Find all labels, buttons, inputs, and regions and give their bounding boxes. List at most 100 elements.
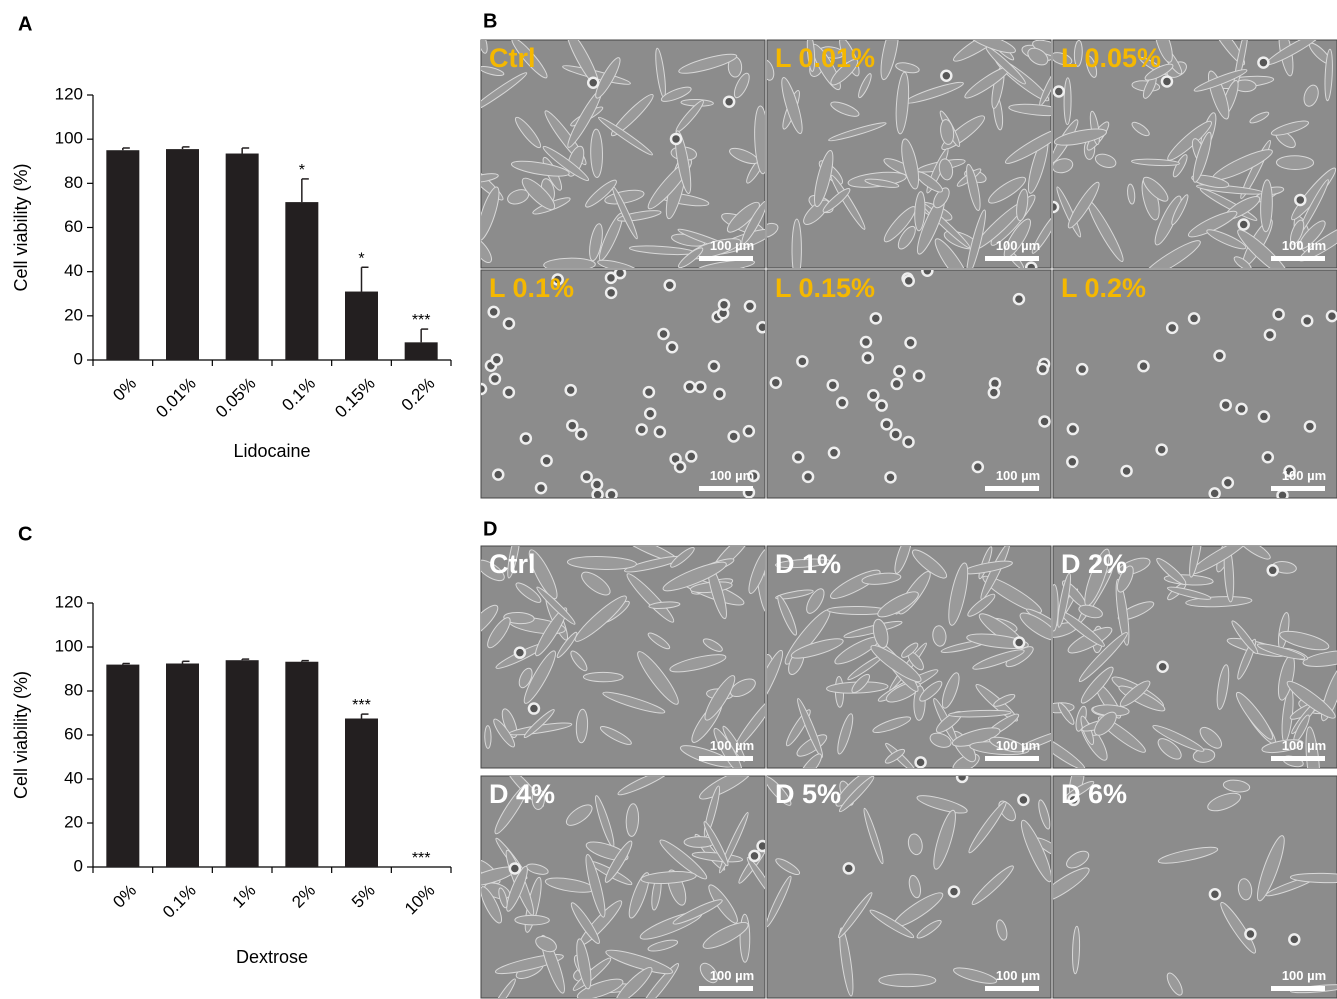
y-tick-label: 40 — [64, 768, 83, 787]
round-cell — [904, 276, 914, 286]
round-cell — [1223, 478, 1233, 488]
x-tick-label: 10% — [401, 881, 438, 918]
round-cell — [1259, 412, 1269, 422]
y-tick-label: 40 — [64, 261, 83, 280]
round-cell — [671, 134, 681, 144]
round-cell — [1138, 361, 1148, 371]
scale-bar-label: 100 µm — [996, 238, 1040, 253]
round-cell — [877, 401, 887, 411]
round-cell — [667, 342, 677, 352]
panel-label: B — [483, 10, 497, 32]
round-cell — [709, 361, 719, 371]
scale-bar — [699, 256, 753, 261]
micrograph-panel: BCtrl100 µmL 0.01%100 µmL 0.05%100 µmL 0… — [457, 10, 1337, 500]
round-cell — [510, 863, 520, 873]
bar — [226, 660, 259, 867]
round-cell — [490, 374, 500, 384]
bar — [106, 150, 139, 360]
bar — [226, 154, 259, 360]
x-tick-label: 0% — [109, 374, 140, 405]
round-cell — [1305, 421, 1315, 431]
round-cell — [1157, 445, 1167, 455]
scale-bar — [985, 256, 1039, 261]
round-cell — [1295, 195, 1305, 205]
round-cell — [1158, 662, 1168, 672]
round-cell — [1277, 490, 1287, 500]
round-cell — [1014, 638, 1024, 648]
cell — [485, 726, 492, 749]
y-tick-label: 120 — [55, 592, 83, 611]
round-cell — [885, 472, 895, 482]
round-cell — [989, 388, 999, 398]
round-cell — [644, 387, 654, 397]
round-cell — [567, 421, 577, 431]
round-cell — [729, 431, 739, 441]
round-cell — [1289, 934, 1299, 944]
round-cell — [904, 437, 914, 447]
scale-bar-label: 100 µm — [1282, 738, 1326, 753]
round-cell — [489, 307, 499, 317]
round-cell — [724, 97, 734, 107]
round-cell — [1239, 220, 1249, 230]
micrograph-label: D 4% — [489, 779, 555, 809]
scale-bar — [1271, 756, 1325, 761]
micrograph: D 6%100 µm — [1035, 761, 1337, 998]
round-cell — [1210, 889, 1220, 899]
round-cell — [1122, 466, 1132, 476]
micrograph-background — [767, 270, 1051, 498]
micrograph-label: D 1% — [775, 549, 841, 579]
micrograph: L 0.1%100 µm — [476, 268, 767, 500]
cell — [583, 672, 623, 682]
micrograph-label: L 0.05% — [1061, 43, 1161, 73]
round-cell — [744, 426, 754, 436]
bar — [345, 292, 378, 360]
round-cell — [582, 472, 592, 482]
round-cell — [1068, 424, 1078, 434]
scale-bar-label: 100 µm — [996, 468, 1040, 483]
x-tick-label: 0.01% — [152, 374, 200, 422]
scale-bar — [985, 756, 1039, 761]
round-cell — [1237, 404, 1247, 414]
round-cell — [665, 280, 675, 290]
round-cell — [914, 371, 924, 381]
significance-label: * — [299, 162, 305, 179]
round-cell — [892, 379, 902, 389]
round-cell — [871, 313, 881, 323]
round-cell — [906, 338, 916, 348]
round-cell — [949, 887, 959, 897]
figure: A020406080100120Cell viability (%)0%0.01… — [0, 0, 1337, 999]
round-cell — [1210, 488, 1220, 498]
y-axis-label: Cell viability (%) — [11, 163, 31, 291]
y-tick-label: 20 — [64, 305, 83, 324]
micrograph: L 0.01% 100 µm — [755, 21, 1069, 290]
micrograph-label: Ctrl — [489, 549, 536, 579]
bar — [106, 665, 139, 867]
round-cell — [521, 433, 531, 443]
significance-label: *** — [352, 697, 371, 714]
round-cell — [606, 288, 616, 298]
bar — [345, 719, 378, 868]
x-axis-label: Dextrose — [236, 947, 308, 967]
round-cell — [493, 470, 503, 480]
x-tick-label: 5% — [348, 881, 379, 912]
round-cell — [515, 648, 525, 658]
round-cell — [1018, 795, 1028, 805]
micrograph: Ctrl100 µm — [461, 529, 779, 777]
round-cell — [1274, 309, 1284, 319]
round-cell — [757, 322, 767, 332]
cell — [1064, 78, 1071, 125]
x-tick-label: 2% — [288, 881, 319, 912]
micrograph-label: L 0.01% — [775, 43, 875, 73]
round-cell — [793, 452, 803, 462]
micrograph-label: D 6% — [1061, 779, 1127, 809]
y-tick-label: 100 — [55, 129, 83, 148]
round-cell — [576, 429, 586, 439]
micrograph: L 0.2%100 µm — [1053, 270, 1337, 500]
y-tick-label: 80 — [64, 680, 83, 699]
panel-label: A — [18, 13, 32, 35]
bar-chart: C020406080100120Cell viability (%)0%0.1%… — [11, 523, 451, 966]
scale-bar-label: 100 µm — [1282, 238, 1326, 253]
round-cell — [882, 419, 892, 429]
micrograph: D 5%100 µm — [761, 766, 1068, 998]
